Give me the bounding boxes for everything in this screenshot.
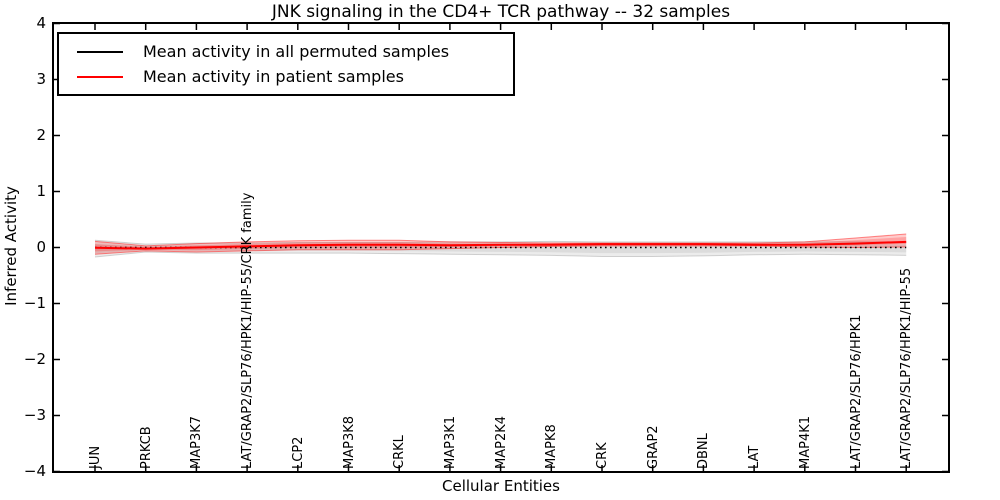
permuted-std-band-lower-edge <box>94 251 907 258</box>
legend-label-patient: Mean activity in patient samples <box>143 67 404 86</box>
x-tick-label: PRKCB <box>138 426 154 469</box>
y-axis-title: Inferred Activity <box>2 186 20 306</box>
patient-std-band-upper-edge <box>94 233 907 247</box>
x-tick-label: LAT/GRAP2/SLP76/HPK1 <box>848 314 864 469</box>
y-tick-label: 4 <box>36 14 46 32</box>
y-tick-label: −1 <box>23 294 46 312</box>
axes-frame <box>52 22 950 473</box>
y-tick-label: −2 <box>23 350 46 368</box>
chart-title: JNK signaling in the CD4+ TCR pathway --… <box>271 2 731 22</box>
x-tick-label: DBNL <box>696 433 712 469</box>
x-tick-label: MAP3K8 <box>341 415 357 469</box>
x-tick-label: MAP4K1 <box>797 415 813 469</box>
legend-line-patient <box>77 75 123 78</box>
y-tick-label: 0 <box>36 238 46 256</box>
x-tick-label: LCP2 <box>290 436 306 469</box>
legend-item-patient: Mean activity in patient samples <box>69 67 503 86</box>
x-tick-label: MAP3K7 <box>189 415 205 469</box>
x-tick-label: MAP3K1 <box>442 415 458 469</box>
y-tick-label: 3 <box>36 70 46 88</box>
x-tick-label: LAT/GRAP2/SLP76/HPK1/HIP-55 <box>899 267 915 469</box>
x-tick-label: JUN <box>88 445 103 469</box>
y-tick-label: −3 <box>23 406 46 424</box>
x-tick-label: GRAP2 <box>645 425 661 469</box>
legend: Mean activity in all permuted samples Me… <box>57 32 515 96</box>
x-tick-label: MAP2K4 <box>493 415 509 469</box>
x-tick-label: LAT <box>747 445 763 469</box>
series-line-patient <box>94 240 907 250</box>
y-tick-label: 2 <box>36 126 46 144</box>
x-tick-label: LAT/GRAP2/SLP76/HPK1/HIP-55/CRK family <box>240 192 256 469</box>
legend-label-permuted: Mean activity in all permuted samples <box>143 42 450 61</box>
legend-item-permuted: Mean activity in all permuted samples <box>69 42 503 61</box>
permuted-std-band-upper-edge <box>94 239 907 245</box>
x-tick-label: CRKL <box>392 435 408 469</box>
y-tick-label: −4 <box>23 462 46 480</box>
y-tick-label: 1 <box>36 182 46 200</box>
x-tick-label: MAPK8 <box>544 424 560 469</box>
x-tick-label: CRK <box>595 442 610 469</box>
plot-canvas <box>52 22 950 473</box>
permuted-std-band-inner <box>95 244 907 254</box>
x-axis-title: Cellular Entities <box>442 477 560 495</box>
legend-line-permuted <box>77 50 123 53</box>
